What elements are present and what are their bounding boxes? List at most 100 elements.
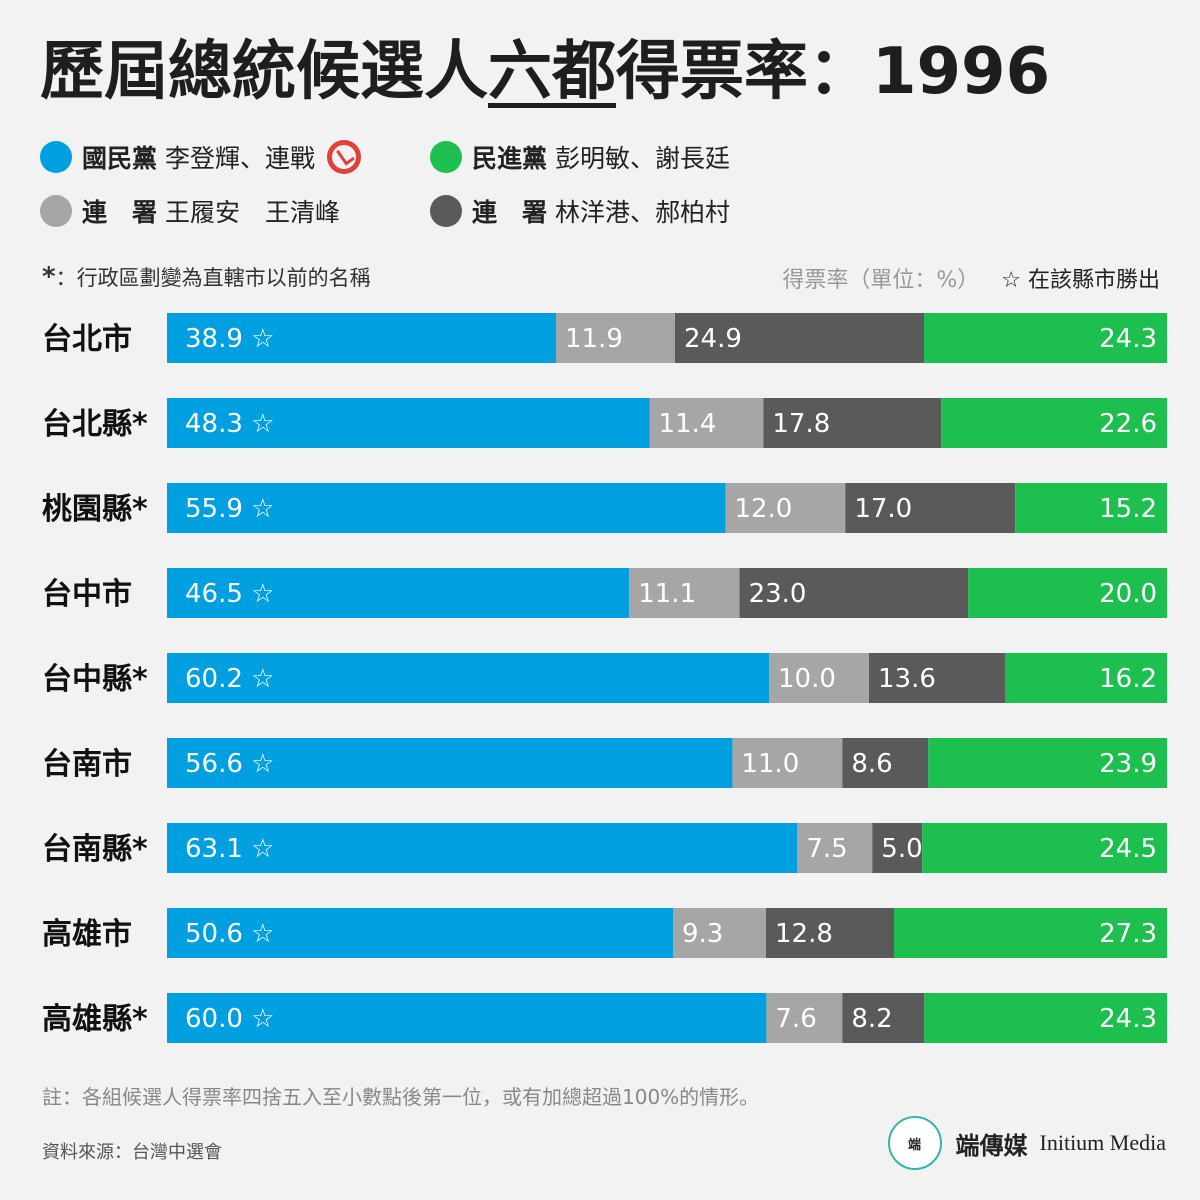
legend-candidates-petition-2: 林洋港、郝柏村 <box>555 198 731 227</box>
data-label: 12.8 <box>775 919 833 949</box>
data-label: 12.0 <box>734 494 792 524</box>
data-label: 17.0 <box>854 494 912 524</box>
data-label: 11.0 <box>741 749 799 779</box>
bar-segment <box>763 398 942 448</box>
bar-segment <box>941 398 1167 448</box>
legend-candidates-dpp: 彭明敏、謝長廷 <box>555 144 731 173</box>
legend-item-dpp: 民進黨 彭明敏、謝長廷 <box>430 135 730 179</box>
legend-item-kmt: 國民黨 李登輝、連戰 <box>40 135 362 179</box>
bar-segment <box>894 908 1167 958</box>
brand: 端 端傳媒 Initium Media <box>887 1116 1166 1170</box>
data-label: 5.0 <box>881 834 922 864</box>
stacked-bar-chart: 台北市 38.9 ☆ 11.9 24.9 24.3 台北縣* 48.3 ☆ 11.4 17.8 2… <box>42 313 1167 1043</box>
bar-segment <box>845 483 1016 533</box>
data-label: 23.0 <box>749 579 807 609</box>
bar-segment <box>872 823 923 873</box>
bar-segment <box>924 993 1167 1043</box>
asterisk-note: *：行政區劃變為直轄市以前的名稱 <box>42 262 371 292</box>
bar-segment <box>928 738 1167 788</box>
data-label: 11.4 <box>659 409 717 439</box>
data-label: 11.9 <box>565 324 623 354</box>
bar-segment <box>725 483 846 533</box>
category-label: 台中縣* <box>42 662 148 697</box>
bar-segment <box>739 568 969 618</box>
bar-segment <box>556 313 675 363</box>
data-label: 24.3 <box>1099 1004 1157 1034</box>
category-label: 台南市 <box>42 747 132 782</box>
legend-swatch-petition-1 <box>40 195 72 227</box>
data-label: 46.5 ☆ <box>185 579 274 609</box>
data-label: 56.6 ☆ <box>185 749 274 779</box>
category-label: 台北市 <box>42 322 132 357</box>
bar-segment <box>167 398 650 448</box>
star-legend: ☆ 在該縣市勝出 <box>1001 268 1160 293</box>
data-label: 63.1 ☆ <box>185 834 274 864</box>
bar-segment <box>673 908 766 958</box>
data-label: 50.6 ☆ <box>185 919 274 949</box>
category-label: 台中市 <box>42 577 132 612</box>
bar-segment <box>1005 653 1167 703</box>
bar-segment <box>167 568 630 618</box>
data-label: 60.0 ☆ <box>185 1004 274 1034</box>
bar-segment <box>842 993 925 1043</box>
data-label: 27.3 <box>1099 919 1157 949</box>
bar-segment <box>1015 483 1167 533</box>
legend: 國民黨 李登輝、連戰 民進黨 彭明敏、謝長廷 連 署 王履安 王清峰 連 署 林… <box>40 135 1160 235</box>
data-label: 8.2 <box>851 1004 892 1034</box>
unit-note: 得票率（單位：%） ☆ 在該縣市勝出 <box>782 262 1160 294</box>
legend-candidates-petition-1: 王履安 王清峰 <box>165 198 341 227</box>
legend-swatch-dpp <box>430 141 462 173</box>
category-label: 台北縣* <box>42 407 148 442</box>
category-label: 高雄市 <box>42 917 132 952</box>
bar-segment <box>167 483 726 533</box>
bar-segment <box>675 313 924 363</box>
bar-segment <box>167 653 769 703</box>
category-label: 桃園縣* <box>42 492 148 527</box>
data-label: 23.9 <box>1099 749 1157 779</box>
asterisk-note-text: ：行政區劃變為直轄市以前的名稱 <box>55 266 371 290</box>
brand-name-en: Initium Media <box>1039 1130 1166 1155</box>
category-label: 高雄縣* <box>42 1002 148 1037</box>
legend-party-kmt: 國民黨 <box>82 144 158 173</box>
chart-title: 歷屆總統候選人六都得票率：1996 <box>40 30 1050 114</box>
bar-segment <box>732 738 843 788</box>
brand-name-zh: 端傳媒 <box>955 1130 1028 1160</box>
data-label: 16.2 <box>1099 664 1157 694</box>
bar-segment <box>797 823 873 873</box>
data-label: 7.5 <box>806 834 847 864</box>
bar-segment <box>649 398 764 448</box>
bar-segment <box>842 738 929 788</box>
bar-segment <box>167 823 798 873</box>
data-label: 9.3 <box>682 919 723 949</box>
bar-segment <box>968 568 1167 618</box>
data-label: 7.6 <box>775 1004 816 1034</box>
legend-swatch-petition-2 <box>430 195 462 227</box>
data-label: 13.6 <box>878 664 936 694</box>
unit-label: 得票率（單位：%） <box>782 268 980 293</box>
data-label: 24.3 <box>1099 324 1157 354</box>
legend-party-dpp: 民進黨 <box>472 144 548 173</box>
data-label: 8.6 <box>851 749 892 779</box>
bar-segment <box>629 568 740 618</box>
bar-segment <box>167 908 673 958</box>
legend-candidates-kmt: 李登輝、連戰 <box>165 144 316 173</box>
legend-party-petition-2: 連 署 <box>472 198 548 227</box>
source-note: 資料來源：台灣中選會 <box>42 1142 222 1163</box>
title-highlight: 六都 <box>488 35 616 109</box>
title-prefix: 歷屆總統候選人 <box>40 35 488 109</box>
data-label: 48.3 ☆ <box>185 409 274 439</box>
data-label: 10.0 <box>778 664 836 694</box>
data-label: 60.2 ☆ <box>185 664 274 694</box>
data-label: 55.9 ☆ <box>185 494 274 524</box>
bar-segment <box>167 313 556 363</box>
legend-item-petition-2: 連 署 林洋港、郝柏村 <box>430 189 730 233</box>
legend-swatch-kmt <box>40 141 72 173</box>
legend-party-petition-1: 連 署 <box>82 198 158 227</box>
data-label: 11.1 <box>638 579 696 609</box>
title-suffix: 得票率：1996 <box>616 35 1051 109</box>
bar-segment <box>766 908 894 958</box>
logo-text: 端 <box>908 1137 922 1153</box>
data-label: 20.0 <box>1099 579 1157 609</box>
footnote: 註：各組候選人得票率四捨五入至小數點後第一位，或有加總超過100%的情形。 <box>42 1085 760 1109</box>
asterisk-mark: * <box>42 262 56 292</box>
